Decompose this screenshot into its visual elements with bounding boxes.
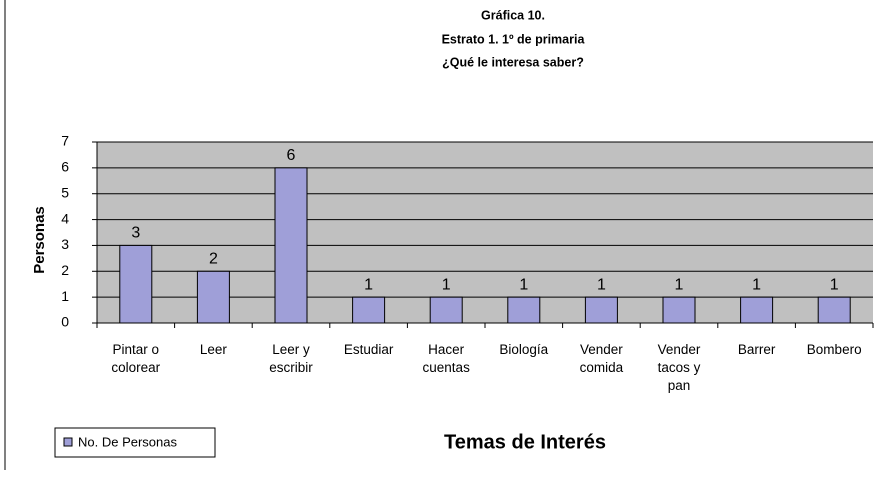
bar bbox=[119, 244, 153, 324]
x-tick-label: Bombero bbox=[806, 342, 862, 357]
legend bbox=[54, 427, 216, 458]
bar bbox=[274, 167, 308, 324]
y-axis-label: Personas bbox=[31, 206, 48, 274]
legend-marker bbox=[63, 437, 73, 447]
data-label: 1 bbox=[442, 276, 451, 293]
bar bbox=[507, 296, 541, 324]
y-tick-label: 5 bbox=[61, 184, 69, 200]
y-tick-label: 7 bbox=[61, 133, 69, 149]
y-tick-label: 1 bbox=[61, 288, 69, 304]
legend-label: No. De Personas bbox=[78, 434, 177, 449]
data-label: 1 bbox=[752, 276, 761, 293]
y-tick-label: 2 bbox=[61, 262, 69, 278]
y-tick-label: 6 bbox=[61, 159, 69, 175]
x-tick-label: Leer y escribir bbox=[269, 342, 313, 375]
bar bbox=[662, 296, 696, 324]
bar bbox=[817, 296, 851, 324]
x-tick-label: Pintar o colorear bbox=[111, 342, 161, 375]
y-tick-label: 3 bbox=[61, 236, 69, 252]
y-tick-label: 4 bbox=[61, 210, 69, 226]
chart-title: Gráfica 10. bbox=[481, 8, 545, 22]
data-label: 1 bbox=[675, 276, 684, 293]
x-tick-label: Biología bbox=[499, 342, 549, 357]
data-label: 1 bbox=[597, 276, 606, 293]
x-tick-label: Estudiar bbox=[343, 342, 394, 357]
bar bbox=[584, 296, 618, 324]
data-label: 3 bbox=[131, 225, 140, 242]
data-label: 6 bbox=[287, 147, 296, 164]
data-label: 1 bbox=[364, 276, 373, 293]
bar bbox=[352, 296, 386, 324]
data-label: 1 bbox=[519, 276, 528, 293]
bar bbox=[740, 296, 774, 324]
data-label: 2 bbox=[209, 251, 218, 268]
x-tick-label: Barrer bbox=[737, 342, 776, 357]
data-label: 1 bbox=[830, 276, 839, 293]
chart-title: Estrato 1. 1º de primaria bbox=[442, 32, 586, 46]
bar bbox=[429, 296, 463, 324]
x-tick-label: Vender comida bbox=[579, 342, 624, 375]
x-tick-label: Hacer cuentas bbox=[422, 342, 470, 375]
x-axis-label: Temas de Interés bbox=[444, 431, 606, 453]
chart-title: ¿Qué le interesa saber? bbox=[442, 55, 584, 69]
x-tick-label: Leer bbox=[199, 342, 227, 357]
bar bbox=[196, 270, 230, 324]
y-tick-label: 0 bbox=[61, 314, 69, 330]
x-tick-label: Vender tacos y pan bbox=[657, 342, 701, 393]
